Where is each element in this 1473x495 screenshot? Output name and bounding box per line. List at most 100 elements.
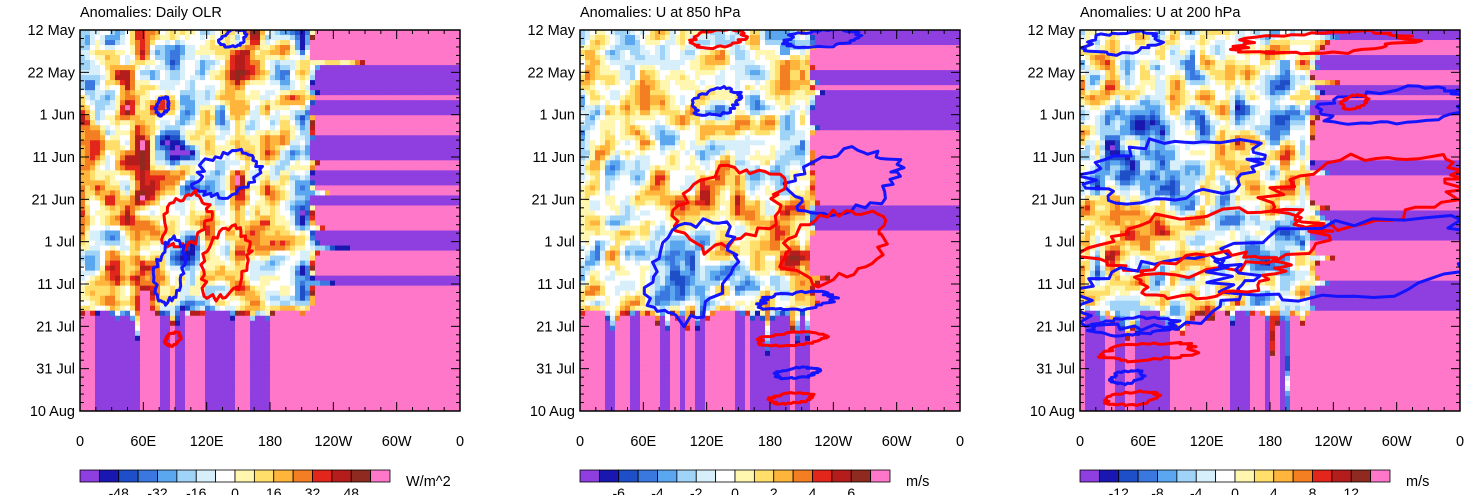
- field-cell: [100, 300, 106, 307]
- field-cell: [145, 130, 151, 136]
- field-cell: [435, 110, 441, 116]
- field-cell: [405, 50, 411, 56]
- field-cell: [230, 170, 236, 176]
- field-cell: [130, 150, 136, 156]
- field-cell: [420, 230, 426, 237]
- field-cell: [145, 65, 151, 71]
- field-cell: [365, 200, 371, 207]
- field-cell: [410, 130, 416, 136]
- field-cell: [90, 105, 96, 111]
- field-cell: [285, 340, 291, 347]
- field-cell: [120, 225, 126, 232]
- field-cell: [90, 205, 96, 212]
- field-cell: [175, 185, 181, 192]
- field-cell: [195, 100, 201, 106]
- field-cell: [240, 125, 246, 131]
- field-cell: [305, 65, 311, 71]
- field-cell: [390, 225, 396, 232]
- field-cell: [215, 140, 221, 146]
- field-cell: [440, 305, 446, 312]
- field-cell: [215, 35, 221, 41]
- field-cell: [150, 285, 156, 292]
- field-cell: [225, 325, 231, 332]
- field-cell: [410, 215, 416, 222]
- field-cell: [80, 55, 86, 61]
- field-cell: [345, 335, 351, 342]
- field-cell: [160, 285, 166, 292]
- field-cell: [145, 225, 151, 232]
- field-cell: [215, 95, 221, 101]
- field-cell: [445, 70, 451, 76]
- field-cell: [385, 30, 391, 36]
- field-cell: [415, 70, 421, 76]
- field-cell: [340, 330, 346, 337]
- field-cell: [365, 90, 371, 96]
- field-cell: [370, 265, 376, 272]
- field-cell: [250, 140, 256, 146]
- field-cell: [170, 320, 176, 327]
- field-cell: [315, 255, 321, 262]
- field-cell: [110, 95, 116, 101]
- field-cell: [185, 45, 191, 51]
- field-cell: [250, 225, 256, 232]
- field-cell: [400, 165, 406, 171]
- field-cell: [325, 170, 331, 176]
- field-cell: [260, 275, 266, 282]
- field-cell: [85, 290, 91, 297]
- field-cell: [190, 195, 196, 202]
- field-cell: [235, 215, 241, 222]
- field-cell: [390, 235, 396, 242]
- field-cell: [435, 200, 441, 207]
- field-cell: [250, 135, 256, 141]
- field-cell: [200, 350, 206, 357]
- field-cell: [215, 30, 221, 36]
- field-cell: [140, 355, 146, 362]
- field-cell: [135, 340, 141, 347]
- field-cell: [290, 120, 296, 126]
- field-cell: [120, 90, 126, 96]
- field-cell: [135, 255, 141, 262]
- field-cell: [330, 45, 336, 51]
- field-cell: [430, 215, 436, 222]
- field-cell: [455, 165, 460, 171]
- field-cell: [335, 300, 341, 307]
- field-cell: [330, 155, 336, 161]
- field-cell: [310, 105, 316, 111]
- field-cell: [435, 320, 441, 327]
- field-cell: [220, 80, 226, 86]
- field-cell: [330, 175, 336, 181]
- field-cell: [180, 315, 186, 322]
- field-cell: [235, 275, 241, 282]
- field-cell: [355, 85, 361, 91]
- field-cell: [405, 65, 411, 71]
- field-cell: [405, 30, 411, 36]
- field-cell: [290, 195, 296, 202]
- field-cell: [210, 345, 216, 352]
- field-cell: [385, 275, 391, 282]
- field-cell: [340, 80, 346, 86]
- field-cell: [265, 195, 271, 202]
- field-cell: [450, 35, 456, 41]
- field-cell: [415, 120, 421, 126]
- field-cell: [405, 105, 411, 111]
- field-cell: [225, 160, 231, 166]
- field-cell: [435, 325, 441, 332]
- field-cell: [125, 330, 131, 337]
- field-cell: [145, 205, 151, 212]
- field-cell: [255, 250, 261, 257]
- field-cell: [350, 215, 356, 222]
- field-cell: [440, 210, 446, 217]
- field-cell: [365, 110, 371, 116]
- field-cell: [390, 85, 396, 91]
- field-cell: [390, 130, 396, 136]
- field-cell: [260, 125, 266, 131]
- field-cell: [125, 325, 131, 332]
- field-cell: [225, 255, 231, 262]
- field-cell: [450, 130, 456, 136]
- field-cell: [120, 200, 126, 207]
- field-cell: [265, 355, 271, 362]
- field-cell: [410, 35, 416, 41]
- field-cell: [375, 35, 381, 41]
- field-cell: [215, 125, 221, 131]
- field-cell: [90, 250, 96, 257]
